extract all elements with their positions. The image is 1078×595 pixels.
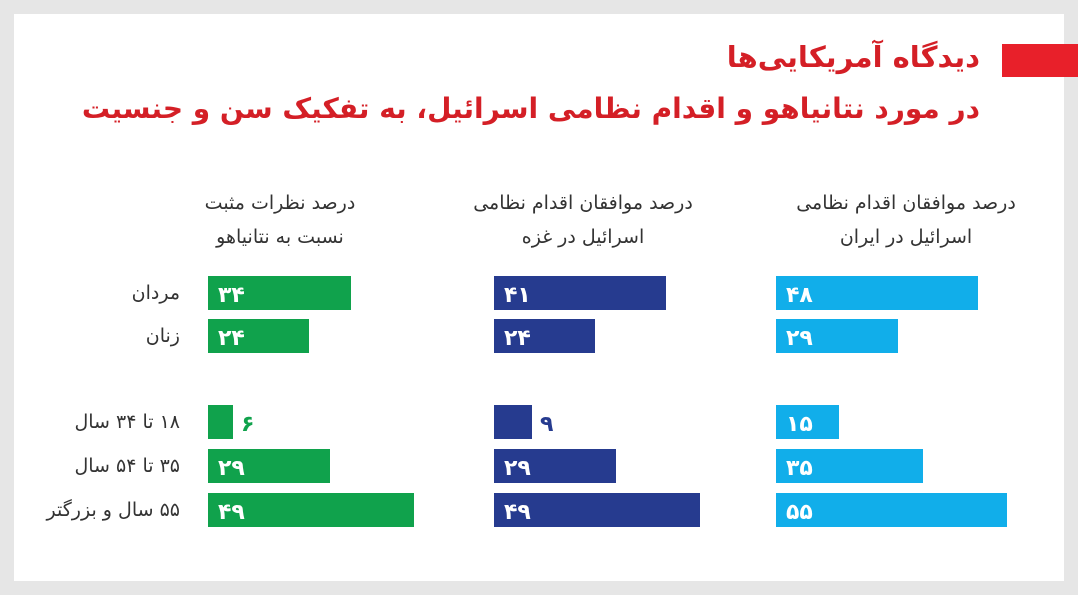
chart-subtitle: در مورد نتانیاهو و اقدام نظامی اسرائیل، …	[81, 92, 980, 125]
category-label-2: ۱۸ تا ۳۴ سال	[74, 411, 180, 433]
category-label-4: ۵۵ سال و بزرگتر	[46, 499, 180, 521]
category-label-0: مردان	[131, 282, 180, 304]
bar-label-s2-r2: ۱۵	[786, 412, 813, 437]
bar-s0-r1	[208, 319, 309, 353]
bar-label-s0-r0: ۳۴	[218, 283, 245, 308]
bar-label-s1-r1: ۲۴	[504, 326, 531, 351]
bar-label-s1-r3: ۲۹	[504, 456, 531, 481]
bar-label-s0-r4: ۴۹	[218, 500, 245, 525]
bar-label-s2-r3: ۳۵	[786, 456, 813, 481]
bar-s0-r2	[208, 405, 233, 439]
category-label-3: ۳۵ تا ۵۴ سال	[74, 455, 180, 477]
bar-s1-r4	[494, 493, 700, 527]
bar-label-s2-r4: ۵۵	[786, 500, 813, 525]
bar-s0-r3	[208, 449, 330, 483]
category-label-1: زنان	[145, 325, 180, 347]
chart-title: دیدگاه آمریکایی‌ها	[726, 40, 980, 74]
bar-label-s1-r2: ۹	[540, 412, 553, 437]
bar-label-s2-r0: ۴۸	[786, 283, 813, 308]
bar-label-s0-r2: ۶	[241, 412, 254, 437]
bar-s2-r1	[776, 319, 898, 353]
bar-s2-r4	[776, 493, 1007, 527]
bar-s1-r1	[494, 319, 595, 353]
bar-label-s2-r1: ۲۹	[786, 326, 813, 351]
bar-s2-r0	[776, 276, 978, 310]
bar-s2-r3	[776, 449, 923, 483]
bar-label-s0-r3: ۲۹	[218, 456, 245, 481]
bar-label-s1-r4: ۴۹	[504, 500, 531, 525]
series-header-netanyahu: درصد نظرات مثبت نسبت به نتانیاهو	[204, 192, 356, 248]
bar-label-s0-r1: ۲۴	[218, 326, 245, 351]
bar-s0-r4	[208, 493, 414, 527]
series-header-gaza: درصد موافقان اقدام نظامی اسرائیل در غزه	[473, 192, 693, 248]
bar-label-s1-r0: ۴۱	[504, 283, 531, 308]
bar-s0-r0	[208, 276, 351, 310]
bar-s1-r2	[494, 405, 532, 439]
bar-s1-r3	[494, 449, 616, 483]
bar-s2-r2	[776, 405, 839, 439]
series-header-iran: درصد موافقان اقدام نظامی اسرائیل در ایرا…	[796, 192, 1016, 248]
title-accent-bar	[1002, 44, 1078, 77]
bar-s1-r0	[494, 276, 666, 310]
